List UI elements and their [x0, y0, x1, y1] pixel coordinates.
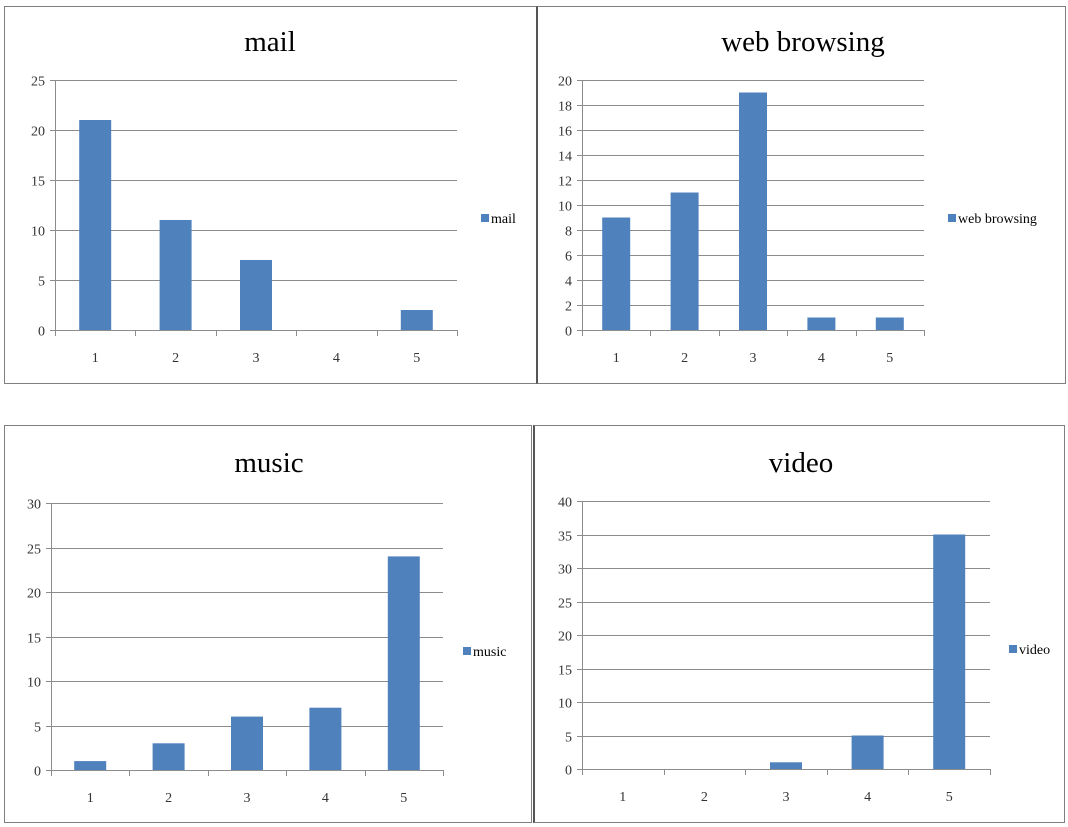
bar-chart-mail: mail 0 5 10 15 20 25 1 2 3 4 5 mail: [31, 26, 516, 366]
legend-swatch: [481, 214, 489, 222]
y-tick-label: 10: [31, 225, 45, 240]
y-tick-label: 25: [558, 597, 572, 612]
y-tick-label: 0: [38, 325, 45, 340]
y-tick-label: 0: [565, 764, 572, 779]
x-tick-label: 3: [253, 351, 260, 366]
y-tick-label: 5: [565, 731, 572, 746]
x-tick-label: 4: [322, 791, 329, 806]
bar-web-browsing-2: [670, 192, 699, 330]
bar-music-3: [231, 716, 263, 770]
bar-chart-video: video 0 5 10 15 20 25 30 35 40 1 2 3 4 5 video: [558, 447, 1050, 805]
y-tick-label: 20: [31, 125, 45, 140]
legend-label: music: [473, 645, 506, 660]
x-tick-label: 3: [783, 790, 790, 805]
x-tick-label: 4: [333, 351, 340, 366]
chart-title: music: [234, 447, 303, 479]
y-tick-label: 25: [27, 543, 41, 558]
y-tick-label: 10: [27, 676, 41, 691]
bar-web-browsing-4: [807, 317, 836, 330]
y-tick-label: 0: [565, 325, 572, 340]
bar-music-4: [309, 707, 342, 770]
x-tick-label: 3: [750, 351, 757, 366]
y-tick-label: 10: [558, 697, 572, 712]
y-tick-label: 16: [558, 125, 572, 140]
legend-label: web browsing: [958, 212, 1037, 227]
bar-mail-1: [79, 120, 112, 330]
x-tick-label: 2: [165, 791, 172, 806]
y-tick-label: 25: [31, 75, 45, 90]
x-tick-label: 1: [613, 351, 620, 366]
bar-chart-music: music 0 5 10 15 20 25 30 1 2 3 4 5 music: [27, 447, 506, 806]
legend-swatch: [1009, 645, 1017, 653]
y-tick-label: 2: [565, 300, 572, 315]
legend-label: mail: [491, 212, 516, 227]
x-tick-label: 4: [818, 351, 825, 366]
y-tick-label: 35: [558, 530, 572, 545]
y-tick-label: 5: [38, 275, 45, 290]
y-tick-label: 4: [565, 275, 572, 290]
y-tick-label: 15: [31, 175, 45, 190]
y-tick-label: 5: [34, 721, 41, 736]
x-tick-label: 1: [619, 790, 626, 805]
bar-video-5: [933, 534, 966, 769]
bar-music-2: [152, 743, 185, 770]
chart-title: video: [769, 447, 833, 479]
y-tick-label: 14: [558, 150, 572, 165]
y-tick-label: 8: [565, 225, 572, 240]
y-tick-label: 30: [558, 563, 572, 578]
x-tick-label: 2: [172, 351, 179, 366]
chart-panel-mail: mail 0 5 10 15 20 25 1 2 3 4 5 mail: [4, 6, 538, 384]
x-tick-label: 1: [87, 791, 94, 806]
y-tick-label: 20: [558, 75, 572, 90]
bar-mail-3: [240, 260, 272, 330]
legend-swatch: [948, 214, 956, 222]
bar-web-browsing-3: [739, 92, 767, 330]
y-tick-label: 15: [558, 664, 572, 679]
legend-label: video: [1019, 643, 1050, 658]
chart-panel-video: video 0 5 10 15 20 25 30 35 40 1 2 3 4 5 video: [533, 425, 1065, 823]
y-tick-label: 15: [27, 632, 41, 647]
chart-title: web browsing: [721, 26, 885, 58]
bar-music-1: [74, 761, 107, 770]
chart-panel-web-browsing: web browsing 0 2 4 6 8 10 12 14 16 18 20 1 2 3 4 5 web br…: [536, 6, 1066, 384]
x-tick-label: 1: [92, 351, 99, 366]
y-tick-label: 12: [558, 175, 572, 190]
legend-swatch: [463, 647, 471, 655]
x-tick-label: 5: [886, 351, 893, 366]
y-tick-label: 10: [558, 200, 572, 215]
bar-music-5: [387, 556, 420, 770]
x-tick-label: 5: [400, 791, 407, 806]
bar-mail-2: [159, 220, 192, 330]
y-tick-label: 20: [558, 630, 572, 645]
chart-panel-music: music 0 5 10 15 20 25 30 1 2 3 4 5 music: [4, 425, 532, 823]
x-tick-label: 4: [864, 790, 871, 805]
x-tick-label: 3: [244, 791, 251, 806]
y-tick-label: 18: [558, 100, 572, 115]
x-tick-label: 2: [681, 351, 688, 366]
y-tick-label: 20: [27, 587, 41, 602]
y-tick-label: 40: [558, 496, 572, 511]
x-tick-label: 5: [413, 351, 420, 366]
bar-web-browsing-1: [602, 217, 631, 330]
bar-web-browsing-5: [875, 317, 904, 330]
bar-video-3: [770, 762, 802, 769]
chart-title: mail: [244, 26, 296, 58]
y-tick-label: 0: [34, 765, 41, 780]
y-tick-label: 30: [27, 498, 41, 513]
x-tick-label: 2: [701, 790, 708, 805]
bar-mail-5: [400, 310, 433, 330]
x-tick-label: 5: [946, 790, 953, 805]
bar-video-4: [851, 735, 884, 769]
y-tick-label: 6: [565, 250, 572, 265]
